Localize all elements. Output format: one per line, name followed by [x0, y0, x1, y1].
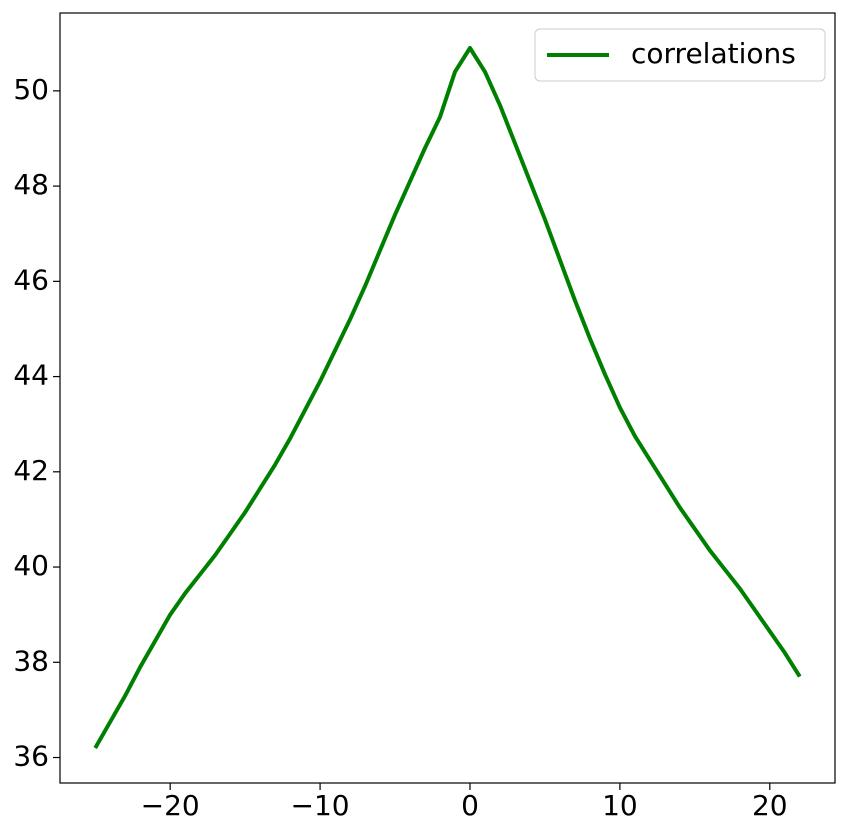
- y-tick-label: 44: [13, 359, 49, 392]
- line-series: [93, 46, 802, 749]
- y-tick-label: 40: [13, 549, 49, 582]
- x-tick-label: −10: [291, 789, 350, 822]
- y-tick-label: 38: [13, 644, 49, 677]
- y-tick-label: 46: [13, 263, 49, 296]
- legend-box: [534, 28, 826, 82]
- x-tick-label: 20: [752, 789, 788, 822]
- y-tick-label: 50: [13, 73, 49, 106]
- legend-label: correlations: [631, 37, 796, 70]
- axes-frame: [59, 12, 836, 784]
- y-tick-label: 36: [13, 740, 49, 773]
- x-tick-label: −20: [141, 789, 200, 822]
- y-tick-label: 42: [13, 454, 49, 487]
- x-tick-label: 10: [602, 789, 638, 822]
- x-tick-label: 0: [461, 789, 479, 822]
- y-tick-label: 48: [13, 168, 49, 201]
